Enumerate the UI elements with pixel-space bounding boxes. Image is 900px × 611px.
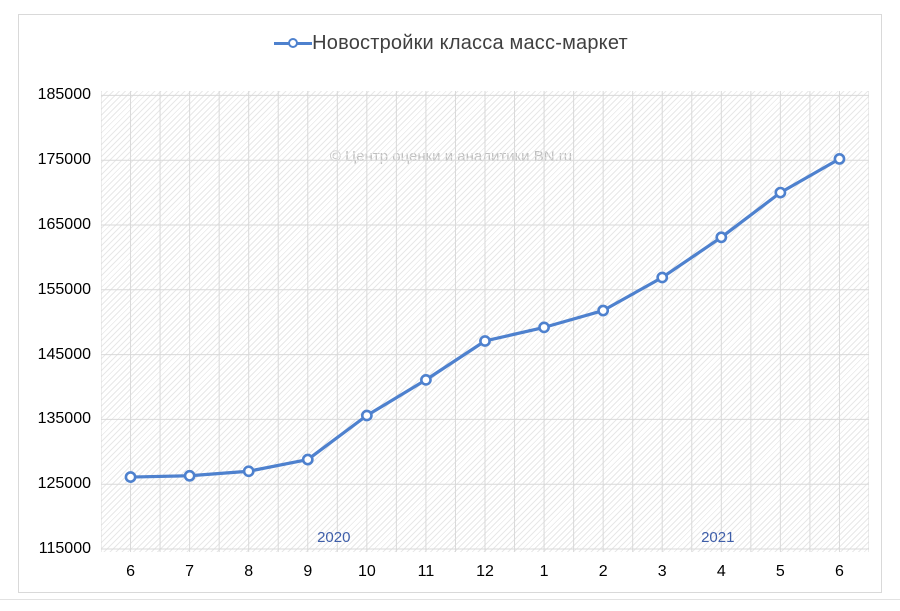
x-year-label: 2020 xyxy=(317,529,351,546)
x-tick-label: 6 xyxy=(126,563,135,580)
y-tick-label: 165000 xyxy=(37,216,91,233)
data-point-marker xyxy=(124,471,137,483)
x-tick-label: 1 xyxy=(539,563,549,580)
x-tick-label: 4 xyxy=(716,563,726,580)
x-tick-label: 12 xyxy=(476,563,494,580)
y-tick-label: 115000 xyxy=(38,540,91,557)
data-point-marker xyxy=(538,321,550,334)
x-tick-label: 9 xyxy=(303,563,313,580)
x-tick-label: 6 xyxy=(835,563,844,580)
y-tick-label: 185000 xyxy=(37,86,91,104)
chart-svg xyxy=(101,91,869,552)
data-point-marker xyxy=(833,153,846,165)
data-point-marker xyxy=(183,469,196,482)
x-tick-label: 2 xyxy=(598,563,608,580)
legend-circle-marker-icon xyxy=(288,38,299,48)
legend-label: Новостройки класса масс-маркет xyxy=(312,32,628,54)
x-tick-label: 7 xyxy=(185,563,195,580)
data-point-marker xyxy=(479,335,491,347)
x-tick-label: 8 xyxy=(244,563,254,580)
data-point-marker xyxy=(360,409,373,422)
data-point-marker xyxy=(715,231,728,244)
page-bottom-divider xyxy=(0,599,900,600)
data-point-marker xyxy=(242,465,255,478)
legend-line-marker-icon xyxy=(274,37,313,51)
x-tick-label: 10 xyxy=(357,563,376,580)
data-point-marker xyxy=(420,373,432,386)
y-tick-label: 125000 xyxy=(37,475,91,493)
chart-frame: Новостройки класса масс-маркет © Центр о… xyxy=(18,14,882,593)
y-tick-label: 175000 xyxy=(37,151,91,169)
plot-area xyxy=(101,91,869,552)
data-point-marker xyxy=(774,186,787,199)
data-point-marker xyxy=(597,304,610,317)
x-tick-label: 11 xyxy=(417,563,435,580)
x-year-label: 2021 xyxy=(701,529,735,546)
chart-legend: Новостройки класса масс-маркет xyxy=(19,32,883,55)
y-tick-label: 145000 xyxy=(37,345,91,363)
y-tick-label: 155000 xyxy=(37,280,91,298)
data-point-marker xyxy=(301,453,314,466)
data-point-marker xyxy=(656,271,669,284)
x-tick-label: 3 xyxy=(657,563,667,580)
y-tick-label: 135000 xyxy=(37,410,91,428)
x-tick-label: 5 xyxy=(775,563,785,580)
